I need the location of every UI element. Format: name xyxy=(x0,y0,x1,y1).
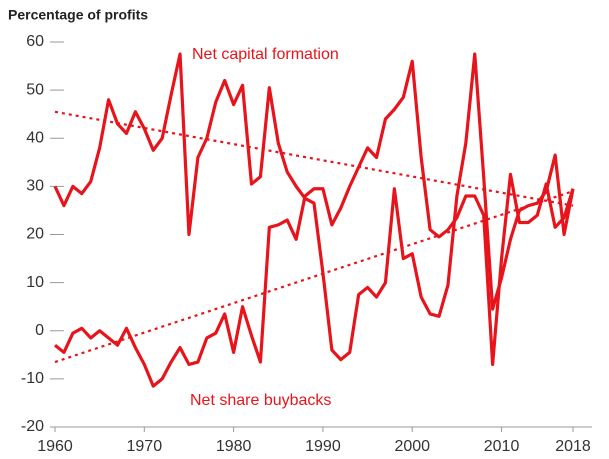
x-tick-label: 1960 xyxy=(37,438,73,455)
y-tick-label: 10 xyxy=(26,274,44,291)
x-tick-label: 1990 xyxy=(305,438,341,455)
y-tick-label: 20 xyxy=(26,226,44,243)
x-tick-label: 2000 xyxy=(394,438,430,455)
series-line xyxy=(53,52,575,362)
annotation: Net share buybacks xyxy=(190,392,331,409)
y-tick-label: -10 xyxy=(21,370,44,387)
y-tick-label: 60 xyxy=(26,33,44,50)
y-tick-label: 40 xyxy=(26,129,44,146)
x-tick-label: 1970 xyxy=(127,438,163,455)
annotation: Net capital formation xyxy=(192,46,339,63)
x-tick-label: 2010 xyxy=(484,438,520,455)
y-axis-label: Percentage of profits xyxy=(8,7,148,23)
trend-line xyxy=(54,110,574,207)
y-tick-label: -20 xyxy=(21,418,44,435)
series-line xyxy=(53,59,575,388)
y-tick-label: 50 xyxy=(26,81,44,98)
x-tick-label: 1980 xyxy=(216,438,252,455)
y-tick-label: 30 xyxy=(26,178,44,195)
x-tick-label: 2018 xyxy=(555,438,591,455)
y-tick-label: 0 xyxy=(35,322,44,339)
